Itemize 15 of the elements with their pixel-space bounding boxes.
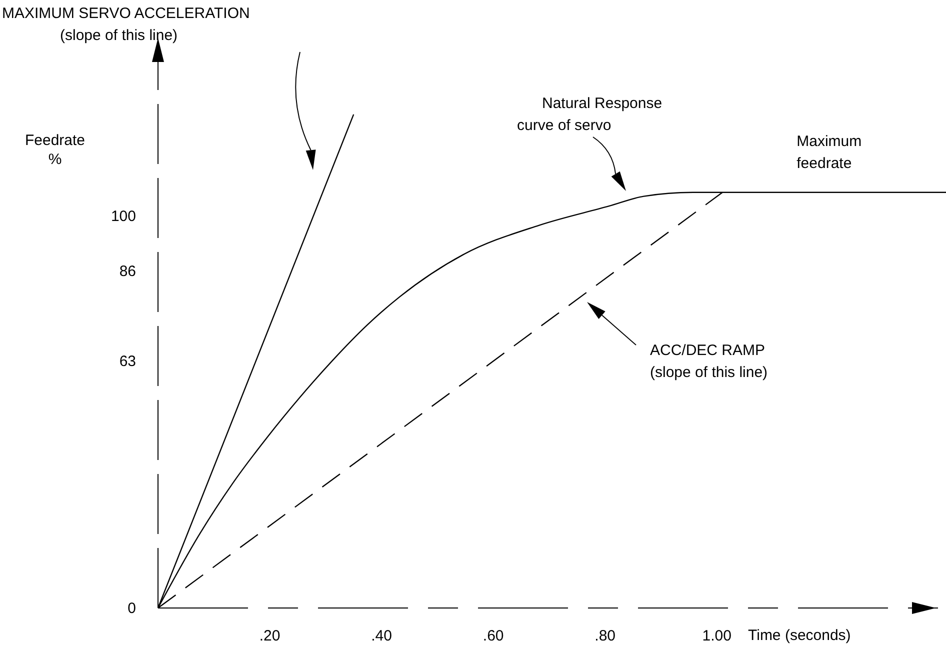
annotation: MAXIMUM SERVO ACCELERATION (slope of this line) (2, 5, 250, 44)
y-tick-label: 0 (128, 600, 136, 617)
x-tick-label: .20 (259, 628, 280, 645)
y-tick-label: 100 (110, 208, 136, 226)
x-axis-title: Time (seconds) (748, 627, 851, 644)
x-tick-label: .60 (482, 628, 504, 645)
x-tick-label: 1.00 (702, 628, 732, 645)
x-tick-label: .40 (371, 628, 392, 645)
x-tick-label: .80 (594, 628, 616, 645)
y-axis-title: Feedrate % (24, 132, 86, 168)
y-tick-label: 86 (119, 262, 136, 280)
y-tick-label: 63 (119, 353, 136, 370)
annotation: Maximum feedrate (796, 132, 862, 172)
annotation: Natural Response curve of servo (517, 95, 662, 134)
annotation: ACC/DEC RAMP (slope of this line) (650, 342, 768, 381)
